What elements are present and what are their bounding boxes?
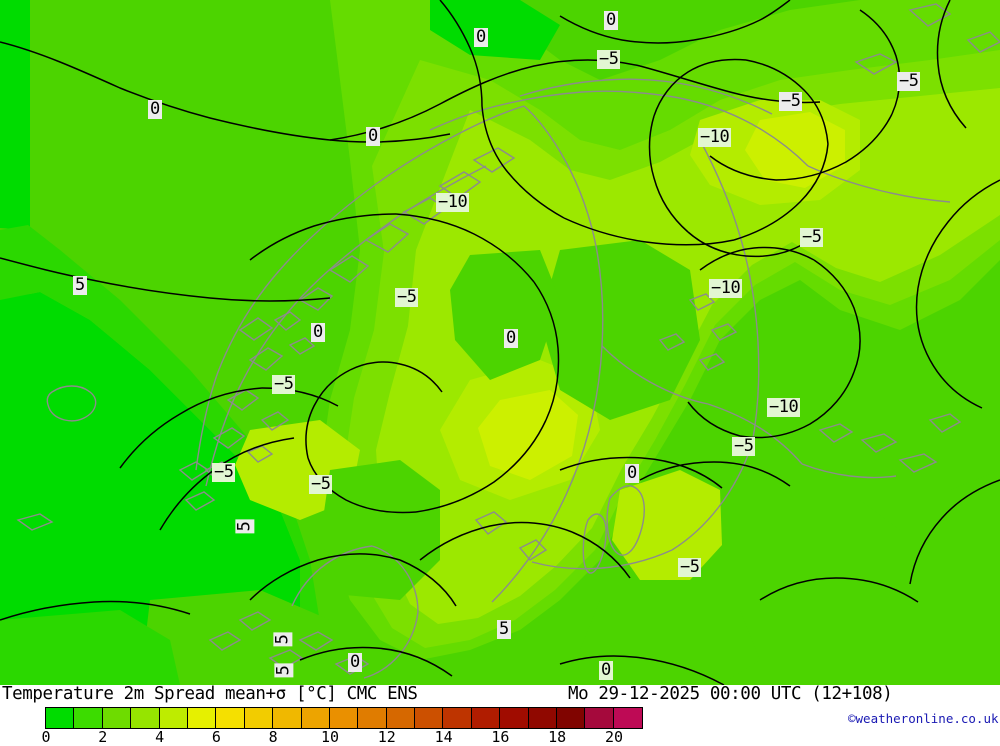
colorbar-swatch[interactable] xyxy=(358,708,387,728)
contour-label: 0 xyxy=(474,27,488,47)
map-field-svg xyxy=(0,0,1000,685)
contour-label: 5 xyxy=(497,619,511,639)
band-1-2 xyxy=(0,225,330,685)
colorbar-swatch[interactable] xyxy=(557,708,586,728)
contour-label: −5 xyxy=(779,91,803,111)
colorbar-swatch[interactable] xyxy=(471,708,501,728)
colorbar[interactable] xyxy=(45,707,644,729)
colorbar-swatch[interactable] xyxy=(273,708,302,728)
contour-label: 5 xyxy=(73,275,87,295)
hotspot-n-2 xyxy=(745,112,845,188)
cool-lobe-8 xyxy=(900,370,1000,490)
contour-label: −5 xyxy=(272,374,296,394)
colorbar-swatch[interactable] xyxy=(216,708,245,728)
chart-title: Temperature 2m Spread mean+σ [°C] CMC EN… xyxy=(2,684,418,704)
cool-lobe-7 xyxy=(0,610,180,685)
colorbar-swatch[interactable] xyxy=(244,708,274,728)
contour-label: −10 xyxy=(767,397,801,417)
colorbar-tick-label: 6 xyxy=(211,728,221,746)
contour-label: −5 xyxy=(395,287,419,307)
map-canvas[interactable]: 0 0 0 −5 −5 −5 −10 −10 0 −5 −10 5 −5 0 0 −5 −10 −5 −5 −5 5 0 −… xyxy=(0,0,1000,685)
contour-label: −5 xyxy=(309,474,333,494)
colorbar-swatch[interactable] xyxy=(613,708,643,728)
coastlines xyxy=(16,3,1000,679)
hotspot-e-1 xyxy=(612,470,722,580)
colorbar-swatch[interactable] xyxy=(102,708,132,728)
colorbar-tick-label: 8 xyxy=(268,728,278,746)
contour-label: 5 xyxy=(273,663,294,678)
cool-lobe-1 xyxy=(540,240,700,420)
colorbar-swatch[interactable] xyxy=(46,708,75,728)
colorbar-swatch[interactable] xyxy=(159,708,188,728)
contour-label: 0 xyxy=(604,10,618,30)
contour-label: 0 xyxy=(148,99,162,119)
colorbar-swatch[interactable] xyxy=(74,708,103,728)
contour-label: 0 xyxy=(599,660,613,680)
colorbar-swatch[interactable] xyxy=(528,708,558,728)
colorbar-tick-label: 0 xyxy=(41,728,51,746)
colorbar-ticks: 0 2 4 6 8 10 12 14 16 18 20 xyxy=(41,728,645,746)
colorbar-swatch[interactable] xyxy=(131,708,160,728)
contour-label: 5 xyxy=(272,632,293,647)
contour-label: −5 xyxy=(212,462,236,482)
contour-label: −10 xyxy=(698,127,732,147)
contour-label: −5 xyxy=(732,436,756,456)
contour-label: 0 xyxy=(625,463,639,483)
colorbar-swatch[interactable] xyxy=(187,708,217,728)
cool-lobe-9 xyxy=(430,0,560,60)
contour-label: −10 xyxy=(436,192,470,212)
contour-label: 0 xyxy=(504,328,518,348)
hotspot-c-2 xyxy=(478,390,578,480)
cool-lobe-2 xyxy=(450,250,560,380)
colorbar-swatch[interactable] xyxy=(386,708,416,728)
colorbar-tick-label: 20 xyxy=(604,728,624,746)
colorbar-tick-label: 16 xyxy=(491,728,510,746)
colorbar-tick-label: 14 xyxy=(434,728,453,746)
colorbar-tick-label: 10 xyxy=(320,728,340,746)
colorbar-swatch[interactable] xyxy=(301,708,330,728)
footer: Temperature 2m Spread mean+σ [°C] CMC EN… xyxy=(0,684,1000,746)
colorbar-tick-label: 4 xyxy=(155,728,165,746)
contour-label: 0 xyxy=(366,126,380,146)
copyright-notice: ©weatheronline.co.uk xyxy=(848,711,999,726)
contour-label: 5 xyxy=(234,519,255,534)
colorbar-swatch[interactable] xyxy=(500,708,529,728)
band-0-1 xyxy=(0,292,300,685)
band-0-1c xyxy=(0,0,30,230)
colorbar-swatch[interactable] xyxy=(443,708,472,728)
colorbar-tick-label: 2 xyxy=(98,728,108,746)
contour-label: 0 xyxy=(348,652,362,672)
contour-label: −5 xyxy=(597,49,621,69)
colorbar-swatch[interactable] xyxy=(329,708,359,728)
run-timestamp: Mo 29-12-2025 00:00 UTC (12+108) xyxy=(568,684,893,704)
colorbar-tick-label: 12 xyxy=(377,728,396,746)
cool-lobe-4 xyxy=(790,500,900,640)
contour-label: −5 xyxy=(800,227,824,247)
contour-label: −5 xyxy=(678,557,702,577)
colorbar-swatch[interactable] xyxy=(415,708,444,728)
cool-lobe-5 xyxy=(580,590,760,685)
contour-label: −5 xyxy=(897,71,921,91)
colorbar-swatch[interactable] xyxy=(585,708,614,728)
isolines xyxy=(0,0,1000,685)
contour-label: −10 xyxy=(709,278,743,298)
colorbar-tick-label: 18 xyxy=(548,728,567,746)
contour-label: 0 xyxy=(311,322,325,342)
